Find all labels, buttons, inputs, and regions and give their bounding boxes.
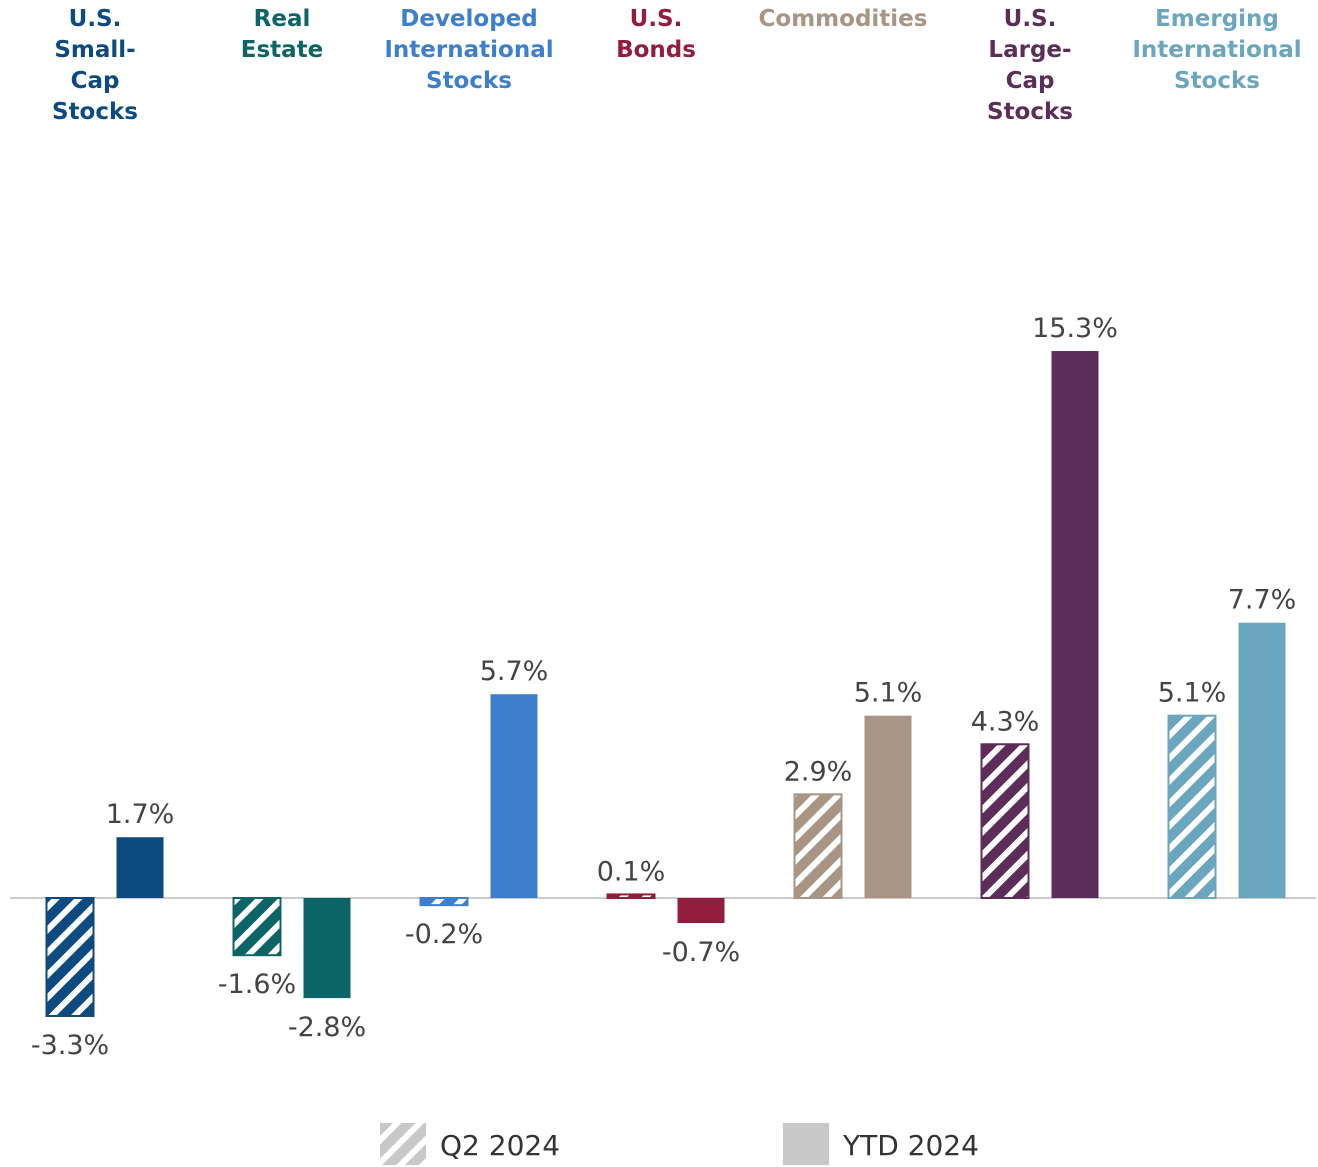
value-label: -0.7% xyxy=(662,937,740,968)
bar xyxy=(1167,714,1217,899)
value-label: -2.8% xyxy=(288,1012,366,1043)
value-label: 5.7% xyxy=(480,656,549,687)
category-label: Developed International Stocks xyxy=(384,6,554,94)
bar xyxy=(677,898,725,924)
bar xyxy=(980,743,1030,900)
category-label: U.S. Bonds xyxy=(616,6,696,63)
category-label: Emerging International Stocks xyxy=(1132,6,1302,94)
bar xyxy=(232,897,282,957)
value-label: -1.6% xyxy=(218,969,296,1000)
bar xyxy=(1051,351,1099,898)
bar xyxy=(1238,622,1286,898)
value-label: -3.3% xyxy=(31,1030,109,1061)
legend-swatch xyxy=(380,1123,426,1165)
bar xyxy=(864,715,912,898)
legend-swatch xyxy=(783,1123,829,1165)
legend-label: Q2 2024 xyxy=(440,1129,560,1162)
value-label: 1.7% xyxy=(106,799,175,830)
value-label: 2.9% xyxy=(784,756,853,787)
value-label: -0.2% xyxy=(405,919,483,950)
bar xyxy=(303,898,351,999)
value-label: 15.3% xyxy=(1032,313,1118,344)
category-label: Commodities xyxy=(758,6,928,32)
category-label: U.S. Small-Cap Stocks xyxy=(52,6,138,125)
value-label: 5.1% xyxy=(1158,678,1227,709)
bar xyxy=(419,897,469,907)
value-label: 5.1% xyxy=(854,678,923,709)
value-label: 0.1% xyxy=(597,856,666,887)
legend-label: YTD 2024 xyxy=(842,1129,979,1162)
category-label: U.S. Large-Cap Stocks xyxy=(987,6,1073,125)
value-label: 4.3% xyxy=(971,706,1040,737)
category-label: Real Estate xyxy=(240,6,324,63)
bar xyxy=(45,897,95,1017)
bar xyxy=(116,837,164,898)
bar xyxy=(793,793,843,900)
value-label: 7.7% xyxy=(1228,585,1297,616)
bar xyxy=(490,694,538,898)
bar xyxy=(606,893,656,899)
